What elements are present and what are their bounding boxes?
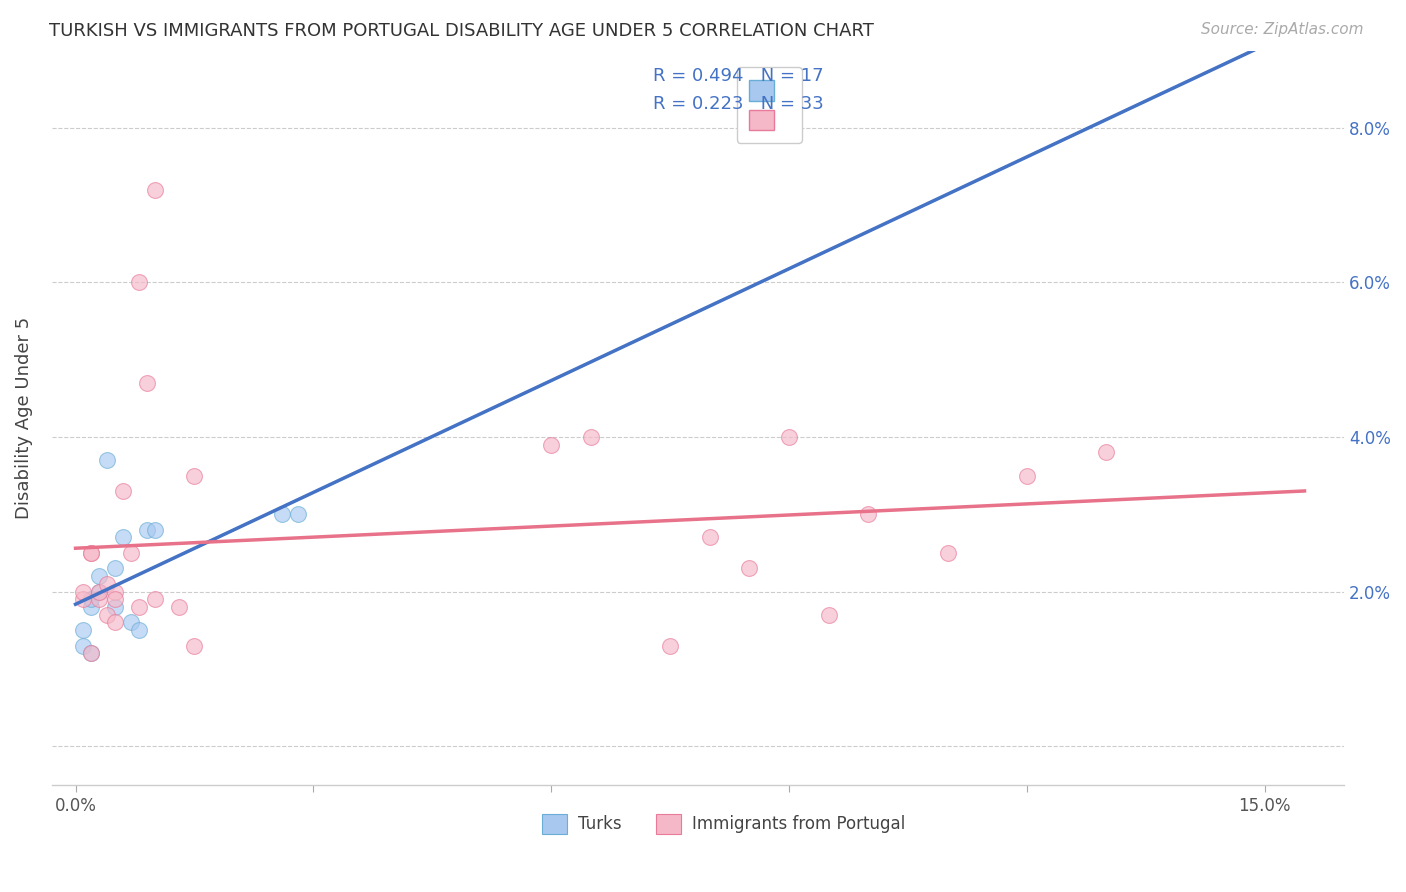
Point (112, 484, 135, 499)
Point (104, 592, 127, 607)
Point (80, 600, 103, 615)
Point (659, 639, 682, 653)
Point (80, 647, 103, 661)
Point (143, 592, 166, 607)
Text: Immigrants from Portugal: Immigrants from Portugal (692, 815, 905, 833)
Point (96, 577, 118, 591)
Point (104, 584, 127, 599)
Point (183, 639, 205, 653)
Text: R = 0.223   N = 33: R = 0.223 N = 33 (652, 95, 824, 112)
Point (143, 183, 166, 197)
Point (96, 453, 118, 467)
Point (89, 584, 111, 599)
Bar (541, 814, 567, 834)
Text: TURKISH VS IMMIGRANTS FROM PORTUGAL DISABILITY AGE UNDER 5 CORRELATION CHART: TURKISH VS IMMIGRANTS FROM PORTUGAL DISA… (49, 22, 875, 40)
Point (778, 430, 800, 444)
Point (80, 647, 103, 661)
Point (540, 438, 562, 452)
Point (135, 523, 157, 537)
Point (128, 276, 150, 290)
Point (1015, 468, 1038, 483)
Point (699, 531, 721, 545)
Point (143, 523, 166, 537)
Point (936, 546, 959, 560)
Point (80, 546, 103, 560)
Point (104, 600, 127, 615)
Y-axis label: Disability Age Under 5: Disability Age Under 5 (15, 317, 32, 519)
Point (817, 607, 839, 622)
Point (72, 584, 94, 599)
Point (183, 468, 205, 483)
Point (72, 592, 94, 607)
Point (128, 624, 150, 638)
Point (72, 639, 94, 653)
Point (104, 615, 127, 630)
Point (120, 615, 142, 630)
Point (270, 508, 292, 522)
Point (80, 592, 103, 607)
Point (89, 592, 111, 607)
Point (1095, 445, 1118, 459)
Point (738, 561, 761, 575)
Point (89, 584, 111, 599)
Point (112, 531, 135, 545)
Point (167, 600, 190, 615)
Point (287, 508, 309, 522)
Point (96, 607, 118, 622)
Text: R = 0.494   N = 17: R = 0.494 N = 17 (652, 68, 824, 86)
Point (104, 561, 127, 575)
Point (80, 546, 103, 560)
Point (120, 546, 142, 560)
Point (128, 600, 150, 615)
Point (89, 569, 111, 583)
Point (135, 376, 157, 390)
Text: Turks: Turks (578, 815, 621, 833)
Text: Source: ZipAtlas.com: Source: ZipAtlas.com (1201, 22, 1364, 37)
Point (72, 624, 94, 638)
Bar (655, 814, 681, 834)
Point (579, 430, 602, 444)
Legend: , : , (737, 67, 801, 143)
Point (858, 508, 880, 522)
